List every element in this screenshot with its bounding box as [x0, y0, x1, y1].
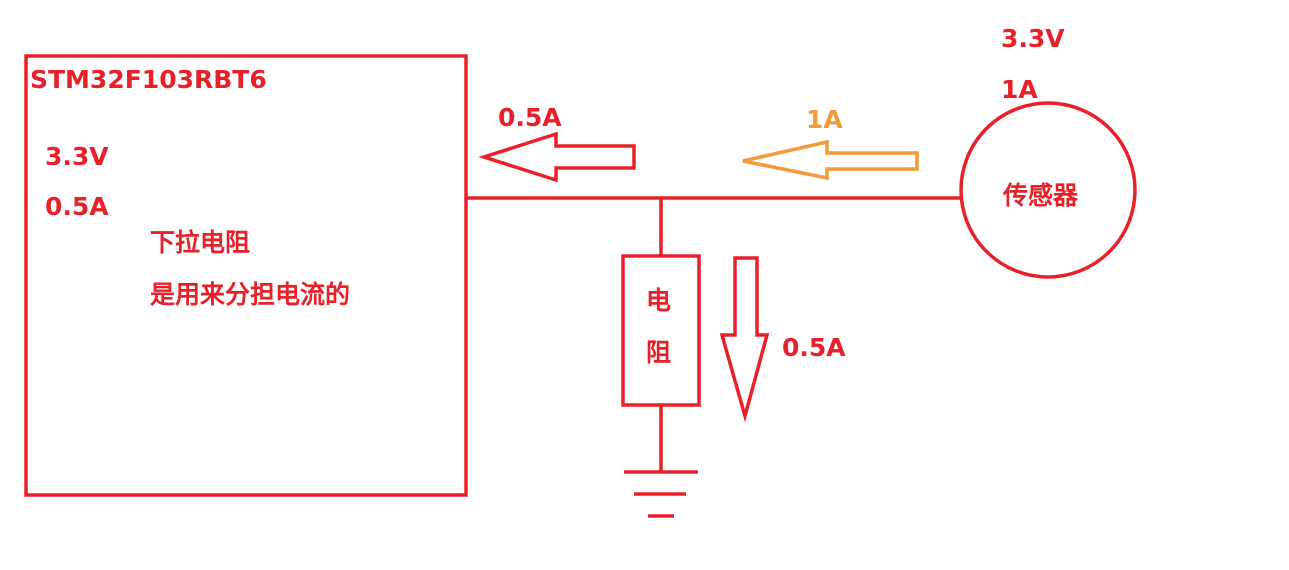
mcu-current: 0.5A [45, 192, 109, 221]
sensor-name: 传感器 [1002, 181, 1079, 210]
current-from-sensor-label: 1A [806, 105, 843, 134]
arrow-from-sensor [742, 139, 919, 181]
current-to-mcu-label: 0.5A [498, 103, 562, 132]
current-through-resistor-label: 0.5A [782, 333, 846, 362]
arrow-through-resistor [719, 256, 770, 423]
mcu-box [24, 54, 468, 497]
mcu-name: STM32F103RBT6 [30, 65, 267, 94]
mcu-voltage: 3.3V [45, 142, 109, 171]
arrow-to-mcu [478, 131, 636, 183]
sensor-current: 1A [1001, 75, 1038, 104]
sensor-voltage: 3.3V [1001, 24, 1065, 53]
mcu-note-line1: 下拉电阻 [150, 228, 250, 257]
resistor-label-line1: 电 [646, 286, 671, 315]
ground-symbol [624, 470, 698, 518]
mcu-note-line2: 是用来分担电流的 [150, 280, 350, 309]
resistor-box [621, 254, 701, 407]
sensor-circle [959, 101, 1137, 279]
resistor-label-line2: 阻 [646, 338, 671, 367]
